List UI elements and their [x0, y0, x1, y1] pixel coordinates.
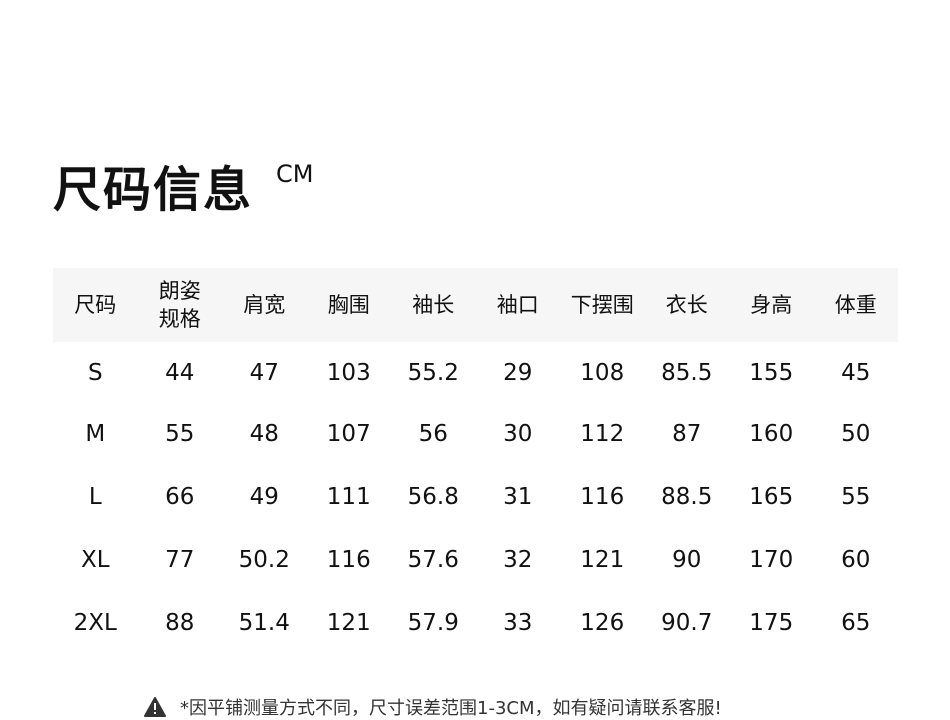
- table-cell: 121: [580, 546, 625, 573]
- table-cell: 112: [580, 420, 625, 447]
- page-title: 尺码信息: [53, 162, 254, 218]
- table-cell: 160: [749, 420, 794, 447]
- column-header: 衣长: [644, 268, 729, 342]
- table-row: XL 77 50.2 116 57.6 32 121 90 170 60: [53, 528, 898, 591]
- table-cell: 121: [326, 609, 371, 636]
- table-cell: 50.2: [238, 546, 290, 573]
- column-header: 尺码: [53, 268, 138, 342]
- table-row: M 55 48 107 56 30 112 87 160 50: [53, 402, 898, 465]
- table-cell: 32: [503, 546, 533, 573]
- column-header: 身高: [729, 268, 814, 342]
- table-cell: 88: [165, 609, 195, 636]
- table-cell: 175: [749, 609, 794, 636]
- column-header: 袖口: [475, 268, 560, 342]
- table-row: S 44 47 103 55.2 29 108 85.5 155 45: [53, 342, 898, 402]
- warning-icon: [144, 697, 166, 717]
- table-cell: 33: [503, 609, 533, 636]
- table-cell: 57.9: [407, 609, 459, 636]
- table-cell: 126: [580, 609, 625, 636]
- table-cell: 56: [418, 420, 448, 447]
- column-header: 朗姿规格: [137, 268, 222, 342]
- size-table: 尺码 朗姿规格 肩宽 胸围 袖长 袖口 下摆围 衣长 身高 体重 S 44 47 103 55.2 29 10…: [53, 268, 898, 654]
- table-cell: 116: [326, 546, 371, 573]
- table-cell: 44: [165, 360, 195, 386]
- table-row: 2XL 88 51.4 121 57.9 33 126 90.7 175 65: [53, 591, 898, 654]
- table-cell: 107: [326, 420, 371, 447]
- table-cell: 55.2: [407, 360, 459, 386]
- table-cell: 170: [749, 546, 794, 573]
- table-cell: 116: [580, 483, 625, 510]
- unit-label: CM: [276, 160, 314, 188]
- table-cell: 57.6: [407, 546, 459, 573]
- table-cell: 65: [841, 609, 871, 636]
- table-row: L 66 49 111 56.8 31 116 88.5 165 55: [53, 465, 898, 528]
- table-cell: L: [88, 483, 102, 510]
- table-cell: 77: [165, 546, 195, 573]
- table-cell: 88.5: [661, 483, 713, 510]
- table-cell: 85.5: [661, 360, 713, 386]
- table-cell: 31: [503, 483, 533, 510]
- table-cell: 155: [749, 360, 794, 386]
- table-cell: 111: [326, 483, 371, 510]
- table-cell: S: [87, 360, 103, 386]
- table-cell: 56.8: [407, 483, 459, 510]
- column-header: 体重: [813, 268, 898, 342]
- table-cell: 49: [249, 483, 279, 510]
- table-cell: 66: [165, 483, 195, 510]
- table-cell: 55: [165, 420, 195, 447]
- column-header: 肩宽: [222, 268, 307, 342]
- measurement-note: *因平铺测量方式不同，尺寸误差范围1-3CM，如有疑问请联系客服!: [144, 694, 722, 720]
- table-cell: 50: [841, 420, 871, 447]
- table-cell: 55: [841, 483, 871, 510]
- table-header-row: 尺码 朗姿规格 肩宽 胸围 袖长 袖口 下摆围 衣长 身高 体重: [53, 268, 898, 342]
- table-cell: 87: [672, 420, 702, 447]
- table-cell: 90.7: [661, 609, 713, 636]
- table-cell: M: [85, 420, 106, 447]
- table-cell: 90: [672, 546, 702, 573]
- table-cell: 108: [580, 360, 625, 386]
- table-cell: 48: [249, 420, 279, 447]
- table-cell: 103: [326, 360, 371, 386]
- table-cell: 60: [841, 546, 871, 573]
- table-cell: 47: [249, 360, 279, 386]
- table-cell: XL: [80, 546, 110, 573]
- column-header: 袖长: [391, 268, 476, 342]
- column-header: 胸围: [306, 268, 391, 342]
- column-header: 下摆围: [560, 268, 645, 342]
- table-cell: 51.4: [238, 609, 290, 636]
- table-cell: 165: [749, 483, 794, 510]
- note-text: *因平铺测量方式不同，尺寸误差范围1-3CM，如有疑问请联系客服!: [180, 698, 722, 719]
- table-cell: 30: [503, 420, 533, 447]
- table-cell: 29: [503, 360, 533, 386]
- table-cell: 2XL: [73, 609, 117, 636]
- table-cell: 45: [841, 360, 871, 386]
